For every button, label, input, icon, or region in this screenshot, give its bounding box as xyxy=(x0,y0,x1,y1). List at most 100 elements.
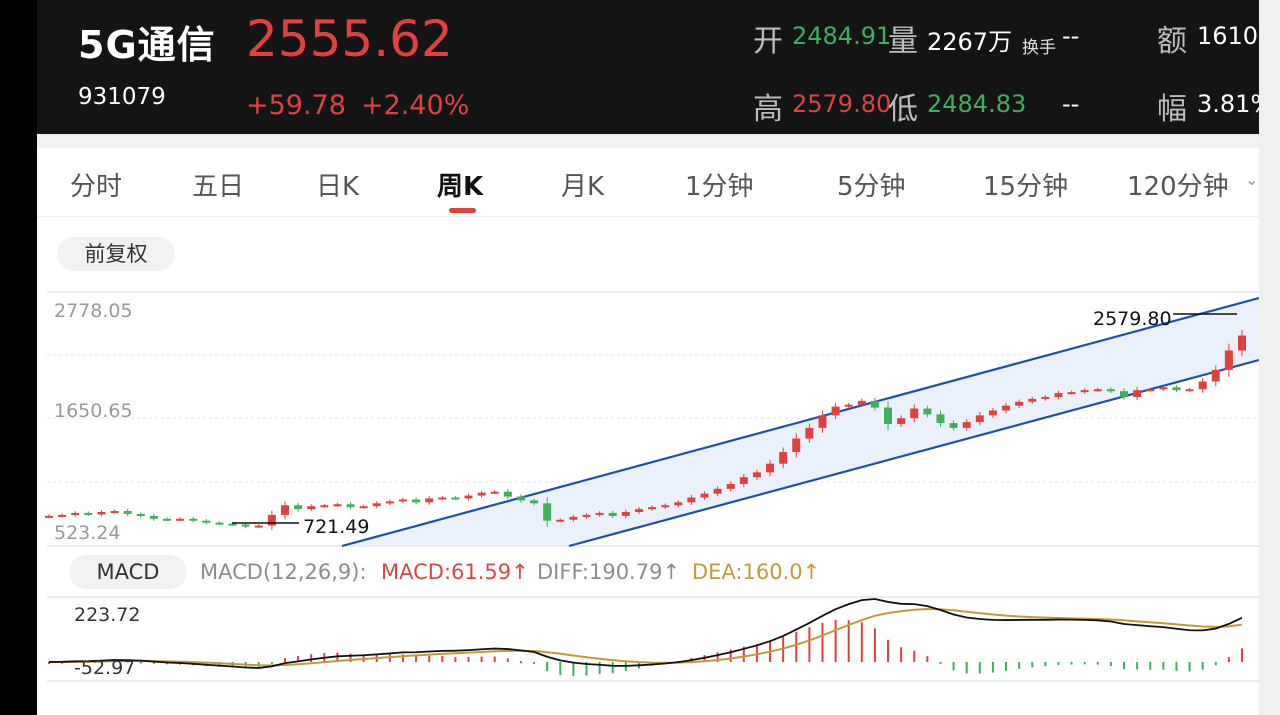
candle-body xyxy=(674,502,683,506)
candle-body xyxy=(648,507,657,510)
candle-body xyxy=(818,415,827,428)
candle-body xyxy=(490,491,499,494)
right-edge xyxy=(1259,0,1280,715)
open-value: 2484.91 xyxy=(792,22,892,50)
candle-body xyxy=(988,410,997,416)
candle-body xyxy=(1106,389,1115,392)
candle-body xyxy=(700,493,709,498)
header-separator xyxy=(37,134,1259,148)
candle-body xyxy=(569,516,578,520)
candle-body xyxy=(1015,401,1024,406)
candle-body xyxy=(280,505,289,515)
candle-body xyxy=(451,497,460,500)
candle-body xyxy=(398,499,407,502)
candle-body xyxy=(634,509,643,513)
candle-body xyxy=(241,524,250,527)
tab-monthly-k[interactable]: 月K xyxy=(561,172,605,202)
turnover-value: -- xyxy=(1062,22,1080,50)
low-annotation-label: 721.49 xyxy=(303,516,370,538)
app-screen: 5G通信 931079 2555.62 +59.78 +2.40% 开 2484… xyxy=(37,0,1259,715)
candle-body xyxy=(582,514,591,517)
chevron-down-icon[interactable]: ⌄ xyxy=(1245,170,1259,189)
candle-body xyxy=(752,472,761,478)
y-tick-bottom: 523.24 xyxy=(54,522,121,544)
candle-body xyxy=(1146,389,1155,392)
macd-indicator-button[interactable]: MACD xyxy=(69,555,187,589)
candle-body xyxy=(412,499,421,503)
candle-body xyxy=(530,500,539,504)
low-value: 2484.83 xyxy=(927,90,1027,118)
chart-svg[interactable] xyxy=(37,0,1259,715)
candle-body xyxy=(176,518,185,521)
channel-upper-line xyxy=(341,296,1259,548)
candle-body xyxy=(516,496,525,501)
amplitude-value: 3.81% xyxy=(1197,90,1259,118)
candle-body xyxy=(189,518,198,521)
candle-body xyxy=(713,488,722,494)
channel-lower-line xyxy=(568,358,1259,548)
macd-params: MACD(12,26,9): xyxy=(200,560,367,584)
tab-weekly-k[interactable]: 周K xyxy=(437,172,484,202)
macd-y-tick-top: 223.72 xyxy=(74,604,141,626)
candle-body xyxy=(438,497,447,500)
amount-value: 1610 xyxy=(1197,22,1259,50)
candle-body xyxy=(320,505,329,508)
trend-channel xyxy=(341,296,1259,548)
turnover-label: 换手 xyxy=(1022,38,1056,58)
candle-body xyxy=(123,511,132,514)
high-annotation-label: 2579.80 xyxy=(1093,308,1172,330)
tab-intraday[interactable]: 分时 xyxy=(70,172,123,202)
open-label: 开 xyxy=(753,24,783,59)
tab-15-minute[interactable]: 15分钟 xyxy=(983,172,1069,202)
high-label: 高 xyxy=(753,92,783,127)
candle-body xyxy=(1238,335,1246,351)
candle-body xyxy=(1093,389,1102,392)
candle-body xyxy=(792,438,801,453)
candle-body xyxy=(1067,392,1076,395)
candle-body xyxy=(58,514,67,517)
diff-value: DIFF:190.79↑ xyxy=(537,560,681,584)
high-value: 2579.80 xyxy=(792,90,892,118)
period-tabs: 分时 五日 日K 周K 月K 1分钟 5分钟 15分钟 120分钟 ⌄ xyxy=(37,148,1259,217)
candle-body xyxy=(425,498,434,503)
candle-body xyxy=(805,427,814,439)
candle-body xyxy=(556,519,565,522)
y-tick-mid: 1650.65 xyxy=(54,400,133,422)
macd-y-tick-bottom: -52.97 xyxy=(74,657,136,679)
macd-histogram xyxy=(48,619,1243,677)
candle-body xyxy=(1159,387,1168,390)
candle-body xyxy=(831,406,840,416)
candle-body xyxy=(766,463,775,473)
candle-body xyxy=(844,404,853,407)
tab-5-minute[interactable]: 5分钟 xyxy=(837,172,906,202)
candle-body xyxy=(595,512,604,515)
macd-grid xyxy=(47,596,1259,682)
candle-body xyxy=(71,512,80,515)
candle-body xyxy=(97,512,106,515)
candle-body xyxy=(779,452,788,464)
candle-body xyxy=(661,505,670,508)
tab-1-minute[interactable]: 1分钟 xyxy=(685,172,754,202)
macd-value: MACD:61.59↑ xyxy=(381,560,529,584)
candle-body xyxy=(294,505,303,510)
candle-body xyxy=(726,483,735,489)
candle-body xyxy=(1224,350,1233,370)
adjust-button[interactable]: 前复权 xyxy=(57,237,175,271)
candle-body xyxy=(975,415,984,423)
candle-body xyxy=(254,525,263,528)
quote-header: 5G通信 931079 2555.62 +59.78 +2.40% 开 2484… xyxy=(37,0,1259,134)
candle-body xyxy=(110,511,119,514)
tab-five-day[interactable]: 五日 xyxy=(192,172,245,202)
candle-body xyxy=(621,512,630,516)
candle-body xyxy=(372,503,381,507)
dif-line xyxy=(48,598,1243,669)
candle-body xyxy=(543,503,552,521)
candle-body xyxy=(1198,381,1207,390)
tab-120-minute[interactable]: 120分钟 xyxy=(1127,172,1229,202)
tab-daily-k[interactable]: 日K xyxy=(316,172,360,202)
candle-body xyxy=(503,491,512,497)
volume-value: 2267万 xyxy=(927,28,1013,56)
candle-body xyxy=(333,504,342,507)
candle-body xyxy=(136,513,145,516)
price-change-pct: +2.40% xyxy=(361,90,470,121)
